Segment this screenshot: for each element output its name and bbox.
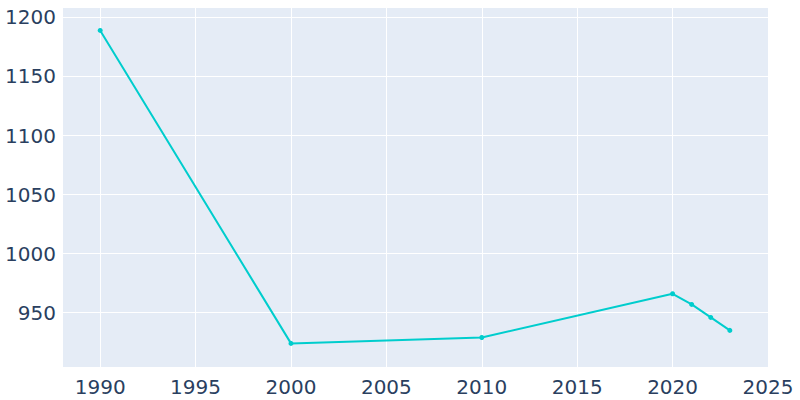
svg-text:1995: 1995	[170, 375, 221, 399]
svg-text:2025: 2025	[743, 375, 794, 399]
svg-text:2000: 2000	[266, 375, 317, 399]
svg-text:2005: 2005	[361, 375, 412, 399]
svg-text:1000: 1000	[5, 242, 56, 266]
svg-text:1050: 1050	[5, 183, 56, 207]
svg-text:2020: 2020	[647, 375, 698, 399]
svg-text:1100: 1100	[5, 124, 56, 148]
svg-text:1990: 1990	[75, 375, 126, 399]
svg-text:2010: 2010	[456, 375, 507, 399]
svg-text:950: 950	[18, 301, 56, 325]
svg-text:1150: 1150	[5, 64, 56, 88]
svg-text:1200: 1200	[5, 5, 56, 29]
svg-text:2015: 2015	[552, 375, 603, 399]
